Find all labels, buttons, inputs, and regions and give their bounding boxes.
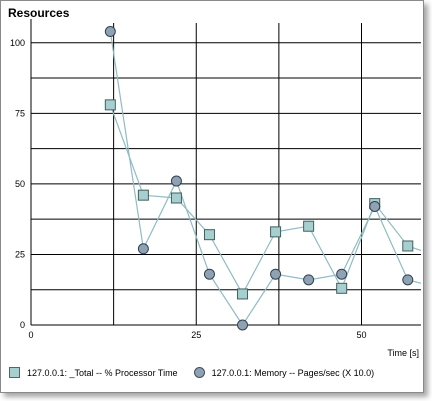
y-tick-label: 25 (15, 249, 25, 259)
square-marker-icon (9, 367, 20, 378)
axes (30, 19, 421, 326)
y-tick-label: 50 (15, 179, 25, 189)
processor-point (203, 229, 215, 241)
memory-point (170, 175, 182, 187)
x-tick-label: 50 (357, 330, 367, 340)
chart-title: Resources (8, 6, 70, 20)
resources-chart: 0 25 50 75 100 0 25 50 Time [s] (10, 19, 421, 358)
processor-point (104, 99, 116, 111)
x-tick-label: 0 (28, 330, 33, 340)
legend-label-processor: 127.0.0.1: _Total -- % Processor Time (27, 367, 178, 378)
y-tick-label: 100 (10, 38, 25, 48)
legend-label-memory: 127.0.0.1: Memory -- Pages/sec (X 10.0) (211, 367, 375, 378)
x-axis-label: Time [s] (387, 348, 419, 358)
memory-point (203, 268, 215, 280)
legend: 127.0.0.1: _Total -- % Processor Time 12… (9, 367, 390, 378)
memory-point (270, 268, 282, 280)
memory-point (369, 200, 381, 212)
processor-point (170, 192, 182, 204)
grid-lines (31, 23, 421, 325)
processor-point (137, 189, 149, 201)
processor-point (237, 288, 249, 300)
series-line-1 (109, 31, 421, 327)
tick-labels: 0 25 50 75 100 0 25 50 (10, 38, 367, 340)
memory-point (137, 243, 149, 255)
processor-point (336, 282, 348, 294)
y-tick-label: 0 (20, 320, 25, 330)
x-tick-label: 25 (191, 330, 201, 340)
memory-point (237, 319, 249, 331)
legend-item-memory: 127.0.0.1: Memory -- Pages/sec (X 10.0) (193, 367, 375, 378)
chart-window: Resources 0 25 50 75 100 0 25 50 Time [s] 127.0… (0, 0, 424, 393)
y-tick-label: 75 (15, 108, 25, 118)
processor-point (402, 240, 414, 252)
circle-marker-icon (193, 367, 205, 378)
memory-point (402, 274, 414, 286)
memory-point (303, 274, 315, 286)
memory-point (104, 25, 116, 37)
processor-point (303, 220, 315, 232)
processor-point (270, 226, 282, 238)
plot-area (104, 25, 421, 331)
legend-item-processor: 127.0.0.1: _Total -- % Processor Time (9, 367, 178, 378)
memory-point (336, 268, 348, 280)
